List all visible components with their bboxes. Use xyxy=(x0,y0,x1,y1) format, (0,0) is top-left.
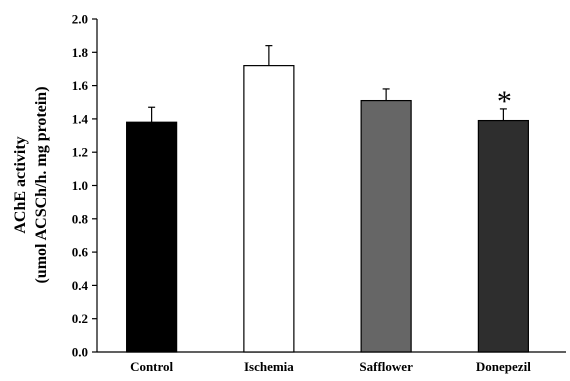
y-tick-label: 1.4 xyxy=(72,111,89,126)
significance-asterisk: * xyxy=(497,85,512,118)
annotations: * xyxy=(497,85,512,118)
y-ticks: 0.0 0.2 0.4 0.6 0.8 1.0 1.2 1.4 1.6 1.8 2.0 xyxy=(72,12,97,360)
y-axis-label-line-2: (umol ACSCh/h. mg protein) xyxy=(33,86,50,283)
category-labels: Control Ischemia Safflower Donepezil xyxy=(130,359,531,374)
bars xyxy=(126,65,529,353)
y-tick-label: 0.2 xyxy=(72,311,88,326)
error-bars xyxy=(148,45,507,123)
category-label: Safflower xyxy=(359,359,413,374)
y-tick-label: 0.6 xyxy=(72,245,89,260)
category-label: Control xyxy=(130,359,173,374)
y-tick-label: 1.0 xyxy=(72,178,88,193)
bar-control xyxy=(126,121,178,353)
category-label: Ischemia xyxy=(244,359,294,374)
category-label: Donepezil xyxy=(476,359,531,374)
y-tick-label: 2.0 xyxy=(72,12,88,27)
y-tick-label: 1.8 xyxy=(72,45,89,60)
bar-safflower xyxy=(360,99,412,353)
y-tick-label: 0.4 xyxy=(72,278,89,293)
y-tick-label: 0.8 xyxy=(72,211,89,226)
y-tick-label: 1.2 xyxy=(72,145,88,160)
y-tick-label: 0.0 xyxy=(72,345,88,360)
bar-donepezil xyxy=(477,119,529,353)
y-tick-label: 1.6 xyxy=(72,78,89,93)
bar-ischemia xyxy=(243,65,295,353)
y-axis-label-line-1: AChE activity xyxy=(12,136,29,233)
